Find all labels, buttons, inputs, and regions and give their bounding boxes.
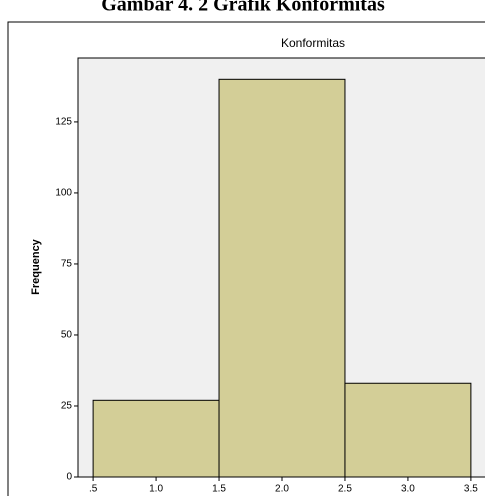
- y-tick-label: 0: [66, 472, 72, 483]
- x-tick-label: 1.5: [212, 484, 226, 495]
- bar: [218, 78, 346, 478]
- y-axis-label: Frequency: [30, 238, 42, 295]
- x-tick-label: .5: [89, 484, 98, 495]
- bar: [344, 382, 472, 478]
- chart-title: Konformitas: [281, 36, 345, 50]
- y-tick-label: 50: [61, 330, 73, 341]
- y-tick-label: 75: [61, 259, 73, 270]
- y-tick-label: 100: [55, 188, 72, 199]
- y-tick-label: 25: [61, 401, 73, 412]
- x-tick-label: 1.0: [149, 484, 163, 495]
- x-tick-label: 2.5: [338, 484, 352, 495]
- x-tick-label: 2.0: [275, 484, 289, 495]
- x-tick-label: 3.0: [401, 484, 415, 495]
- y-tick-label: 125: [55, 117, 72, 128]
- x-tick-label: 3.5: [464, 484, 478, 495]
- heading: Gambar 4. 2 Grafik Konformitas: [101, 0, 385, 16]
- bar: [92, 399, 220, 478]
